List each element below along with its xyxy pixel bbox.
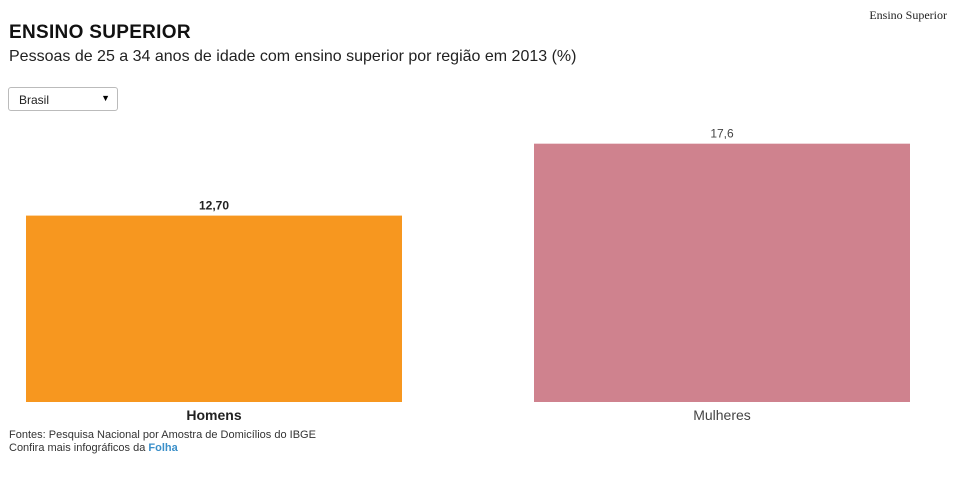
folha-link[interactable]: Folha xyxy=(148,442,178,454)
more-infographics-text: Confira mais infográficos da xyxy=(9,442,149,454)
category-label-mulheres: Mulheres xyxy=(693,407,751,423)
region-select-value: Brasil xyxy=(19,93,50,107)
triangle-down-icon: ▼ xyxy=(101,93,110,103)
sources-note: Fontes: Pesquisa Nacional por Amostra de… xyxy=(9,429,316,441)
corner-label: Ensino Superior xyxy=(869,8,947,22)
bar-chart: 12,70 Homens 17,6 Mulheres xyxy=(26,127,910,423)
chart-subtitle: Pessoas de 25 a 34 anos de idade com ens… xyxy=(9,48,577,65)
bar-mulheres[interactable] xyxy=(534,143,910,402)
page-title: ENSINO SUPERIOR xyxy=(9,22,191,43)
bar-homens[interactable] xyxy=(26,215,402,402)
value-label-mulheres: 17,6 xyxy=(710,127,734,141)
footer: Fontes: Pesquisa Nacional por Amostra de… xyxy=(9,429,316,455)
more-infographics-line: Confira mais infográficos da Folha xyxy=(9,442,316,455)
region-select[interactable]: Brasil ▼ xyxy=(8,87,118,111)
value-label-homens: 12,70 xyxy=(199,199,229,213)
category-label-homens: Homens xyxy=(186,407,241,423)
